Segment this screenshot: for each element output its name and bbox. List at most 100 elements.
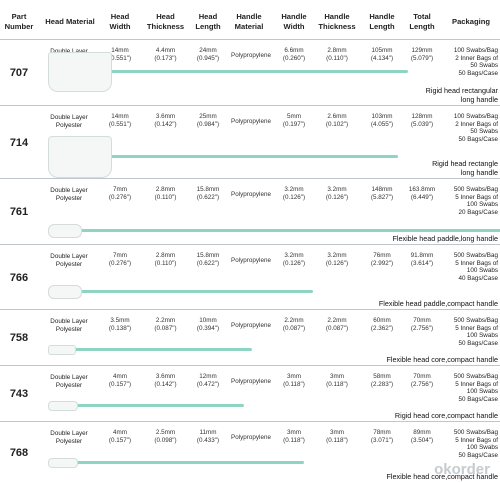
part-number: 714 xyxy=(9,137,29,149)
swab-head-illustration xyxy=(48,136,112,178)
cell-handle-length: 60mm (2.362") xyxy=(370,317,394,332)
packaging-info: 100 Swabs/Bag 2 Inner Bags of 50 Swabs 5… xyxy=(453,47,498,77)
cell-handle-material: Polypropylene xyxy=(231,378,271,385)
cell-head-width: 14mm (0.551") xyxy=(108,113,132,128)
cell-handle-length: 78mm (3.071") xyxy=(370,429,394,444)
table-row: 758 Double Layer Polyester 3.5mm (0.138") 2… xyxy=(0,309,500,366)
part-number: 768 xyxy=(9,447,29,459)
cell-head-length: 11mm (0.433") xyxy=(196,429,220,444)
cell-handle-material: Polypropylene xyxy=(231,257,271,264)
cell-total-length: 129mm (5.079") xyxy=(410,47,434,62)
swab-handle-illustration xyxy=(78,229,500,232)
cell-handle-length: 76mm (2.992") xyxy=(370,252,394,267)
product-description: Rigid head core,compact handle xyxy=(394,410,498,420)
table-row: 768 Double Layer Polyester 4mm (0.157") 2.5… xyxy=(0,421,500,483)
swab-head-illustration xyxy=(48,458,78,468)
cell-head-thickness: 4.4mm (0.173") xyxy=(154,47,177,62)
header-part-number: Part Number xyxy=(4,12,34,31)
head-material: Double Layer Polyester xyxy=(50,374,88,389)
head-material: Double Layer Polyester xyxy=(50,430,88,445)
swab-handle-illustration xyxy=(108,70,408,73)
swab-handle-illustration xyxy=(74,404,244,407)
swab-handle-illustration xyxy=(74,461,304,464)
cell-handle-thickness: 2.8mm (0.110") xyxy=(326,47,348,62)
cell-head-length: 10mm (0.394") xyxy=(196,317,220,332)
packaging-info: 500 Swabs/Bag 5 Inner Bags of 100 Swabs … xyxy=(453,252,498,282)
swab-head-illustration xyxy=(48,285,82,299)
header-head-length: Head Length xyxy=(195,12,221,31)
head-material: Double Layer Polyester xyxy=(50,114,88,129)
cell-handle-thickness: 2.6mm (0.102") xyxy=(325,113,349,128)
swab-handle-illustration xyxy=(108,155,398,158)
watermark: okorder xyxy=(434,461,490,478)
packaging-info: 100 Swabs/Bag 2 Inner Bags of 50 Swabs 5… xyxy=(453,113,498,143)
cell-handle-width: 3mm (0.118") xyxy=(283,429,305,444)
header-head-width: Head Width xyxy=(109,12,131,31)
packaging-info: 500 Swabs/Bag 5 Inner Bags of 100 Swabs … xyxy=(453,373,498,403)
head-material: Double Layer Polyester xyxy=(50,318,88,333)
swab-head-illustration xyxy=(48,401,78,411)
swab-head-illustration xyxy=(48,345,76,355)
product-description: Flexible head core,compact handle xyxy=(386,354,498,364)
cell-head-width: 14mm (0.551") xyxy=(108,47,132,62)
cell-total-length: 89mm (3.504") xyxy=(410,429,434,444)
cell-handle-length: 105mm (4.134") xyxy=(370,47,394,62)
cell-total-length: 70mm (2.756") xyxy=(410,373,434,388)
cell-head-thickness: 2.2mm (0.087") xyxy=(154,317,177,332)
table-row: 743 Double Layer Polyester 4mm (0.157") 3.6… xyxy=(0,365,500,422)
cell-total-length: 128mm (5.039") xyxy=(410,113,434,128)
cell-head-length: 12mm (0.472") xyxy=(196,373,220,388)
packaging-info: 500 Swabs/Bag 5 Inner Bags of 100 Swabs … xyxy=(453,186,498,216)
cell-handle-thickness: 2.2mm (0.087") xyxy=(325,317,349,332)
table-row: 766 Double Layer Polyester 7mm (0.276") 2.8… xyxy=(0,244,500,310)
cell-handle-width: 3mm (0.118") xyxy=(283,373,305,388)
cell-head-width: 4mm (0.157") xyxy=(108,429,132,444)
cell-handle-width: 2.2mm (0.087") xyxy=(282,317,306,332)
table-row: 714 Double Layer Polyester 14mm (0.551") 3.… xyxy=(0,105,500,179)
cell-head-thickness: 2.8mm (0.110") xyxy=(154,252,177,267)
cell-handle-material: Polypropylene xyxy=(231,434,271,441)
cell-head-length: 15.8mm (0.622") xyxy=(196,252,220,267)
head-material: Double Layer Polyester xyxy=(50,253,88,268)
cell-total-length: 163.8mm (6.449") xyxy=(408,186,436,201)
swab-handle-illustration xyxy=(72,348,252,351)
cell-total-length: 70mm (2.756") xyxy=(410,317,434,332)
cell-handle-width: 5mm (0.197") xyxy=(282,113,306,128)
part-number: 758 xyxy=(9,332,29,344)
product-description: Flexible head paddle,long handle xyxy=(392,233,499,243)
cell-head-length: 24mm (0.945") xyxy=(196,47,220,62)
cell-handle-material: Polypropylene xyxy=(231,52,271,59)
part-number: 766 xyxy=(9,272,29,284)
header-head-thickness: Head Thickness xyxy=(146,12,185,31)
cell-handle-thickness: 3.2mm (0.126") xyxy=(325,186,349,201)
header-handle-thickness: Handle Thickness xyxy=(318,12,356,31)
cell-head-length: 15.8mm (0.622") xyxy=(196,186,220,201)
cell-head-width: 3.5mm (0.138") xyxy=(108,317,132,332)
cell-total-length: 91.8mm (3.614") xyxy=(410,252,434,267)
table-header: Part Number Head Material Head Width Hea… xyxy=(0,0,500,39)
header-handle-width: Handle Width xyxy=(281,12,307,31)
swab-head-illustration xyxy=(48,52,112,92)
cell-handle-length: 148mm (5.827") xyxy=(370,186,394,201)
cell-head-length: 25mm (0.984") xyxy=(196,113,220,128)
product-description: Flexible head paddle,compact handle xyxy=(378,298,498,308)
cell-head-thickness: 2.8mm (0.110") xyxy=(154,186,177,201)
packaging-info: 500 Swabs/Bag 5 Inner Bags of 100 Swabs … xyxy=(453,317,498,347)
cell-head-width: 7mm (0.276") xyxy=(108,252,132,267)
cell-handle-length: 103mm (4.055") xyxy=(370,113,394,128)
swab-handle-illustration xyxy=(78,290,313,293)
cell-handle-thickness: 3.2mm (0.126") xyxy=(325,252,349,267)
header-total-length: Total Length xyxy=(409,12,435,31)
product-description: Flexible head core,compact handle xyxy=(386,471,498,481)
cell-head-width: 4mm (0.157") xyxy=(108,373,132,388)
cell-head-thickness: 2.5mm (0.098") xyxy=(154,429,177,444)
cell-handle-material: Polypropylene xyxy=(231,322,271,329)
part-number: 743 xyxy=(9,388,29,400)
header-handle-length: Handle Length xyxy=(369,12,395,31)
cell-head-width: 7mm (0.276") xyxy=(108,186,132,201)
header-handle-material: Handle Material xyxy=(234,12,264,31)
table-row: 761 Double Layer Polyester 7mm (0.276") 2.8… xyxy=(0,178,500,245)
cell-head-thickness: 3.6mm (0.142") xyxy=(154,373,177,388)
cell-head-thickness: 3.6mm (0.142") xyxy=(154,113,177,128)
